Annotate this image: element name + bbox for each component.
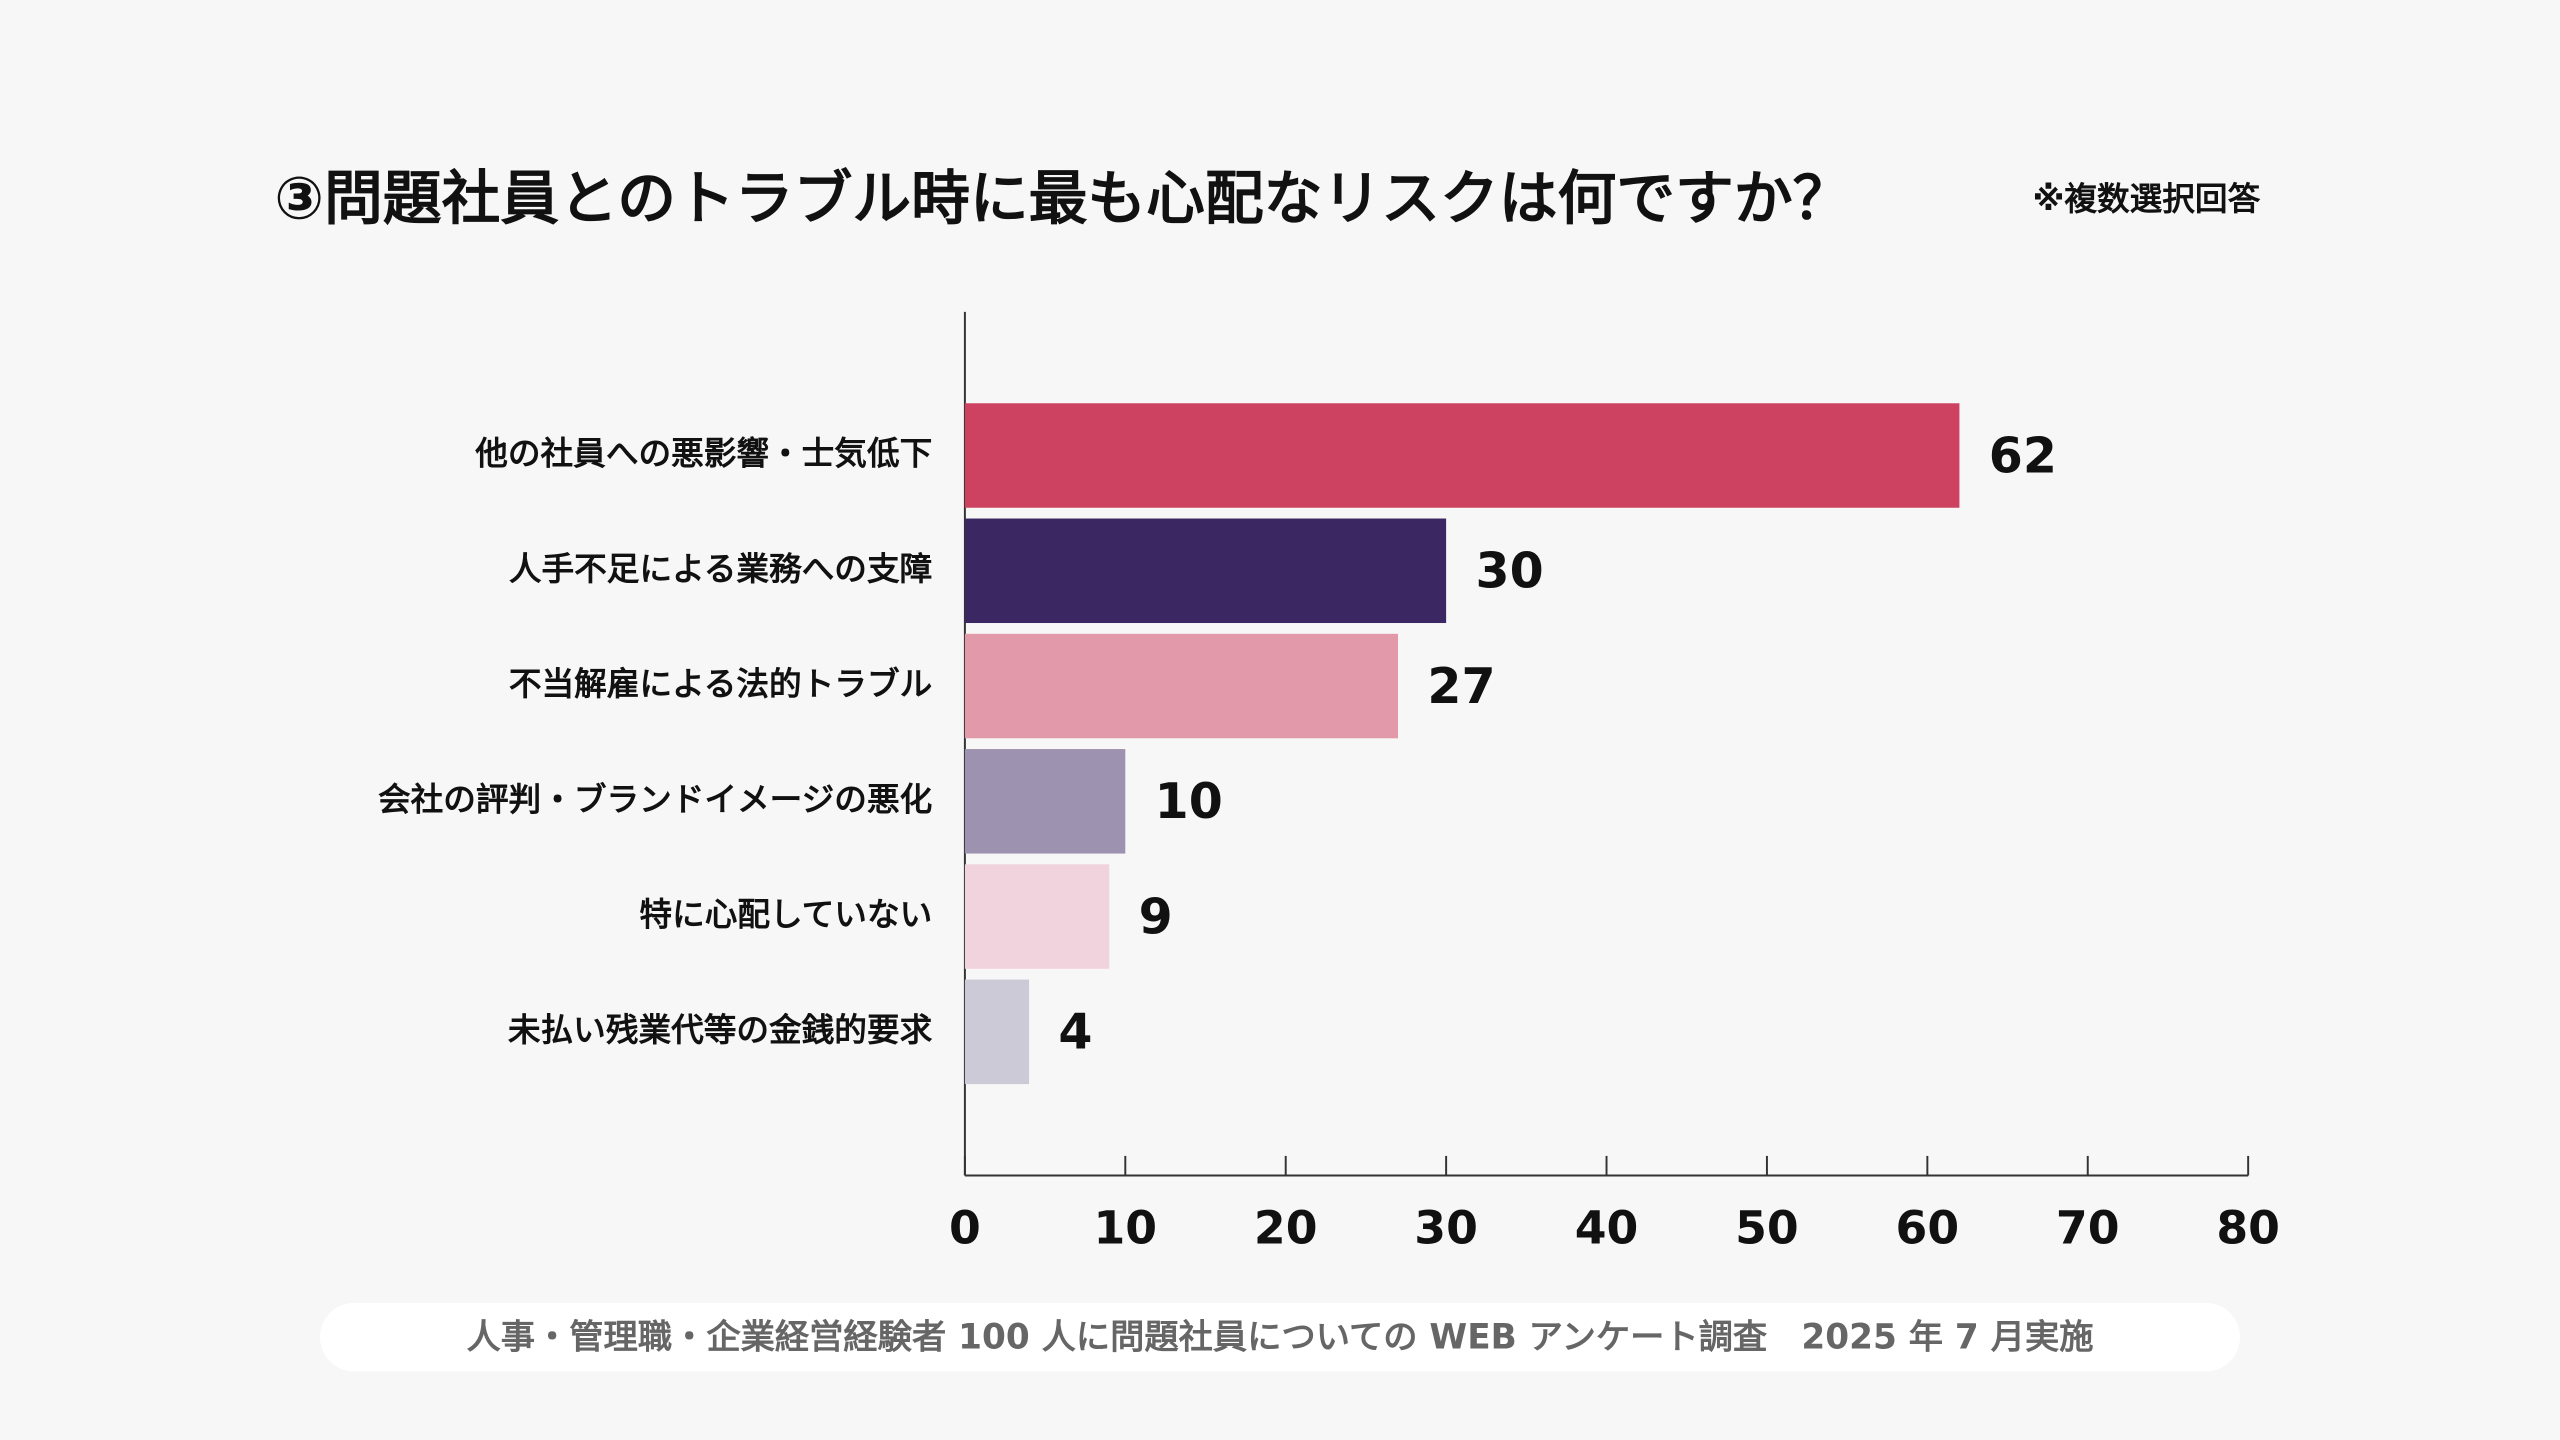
x-tick-label: 60 (1896, 1202, 1960, 1255)
bar (964, 518, 1447, 624)
bar (964, 633, 1398, 739)
y-tick-label: 不当解雇による法的トラブル (509, 665, 932, 703)
x-tick-label: 10 (1094, 1202, 1158, 1255)
x-tick-label: 40 (1575, 1202, 1639, 1255)
note: ※複数選択回答 (2033, 180, 2261, 218)
y-tick-label: 未払い残業代等の金銭的要求 (508, 1011, 933, 1049)
bar (964, 864, 1110, 969)
value-label: 27 (1427, 658, 1495, 715)
bar (964, 749, 1126, 854)
value-label: 10 (1155, 773, 1223, 830)
value-label: 4 (1058, 1004, 1092, 1061)
x-tick-label: 20 (1254, 1202, 1318, 1255)
value-label: 62 (1989, 427, 2057, 484)
y-tick-label: 人手不足による業務への支障 (509, 550, 932, 588)
x-tick-label: 30 (1414, 1202, 1478, 1255)
source-box (320, 1302, 2240, 1372)
y-tick-label: 会社の評判・ブランドイメージの悪化 (378, 780, 932, 818)
x-tick-label: 70 (2056, 1202, 2120, 1255)
y-tick-label: 他の社員への悪影響・士気低下 (474, 435, 932, 473)
x-tick-label: 50 (1735, 1202, 1799, 1255)
y-tick-label: 特に心配していない (639, 896, 932, 934)
bar (964, 979, 1030, 1085)
bar (964, 403, 1960, 508)
value-label: 9 (1139, 888, 1173, 945)
x-tick-label: 0 (949, 1202, 981, 1255)
x-tick-label: 80 (2216, 1202, 2280, 1255)
source: 人事・管理職・企業経営経験者 100 人に問題社員についての WEB アンケート… (466, 1317, 2093, 1357)
chart-title: ③問題社員とのトラブル時に最も心配なリスクは何ですか？ (274, 164, 1851, 233)
value-label: 30 (1476, 543, 1544, 600)
